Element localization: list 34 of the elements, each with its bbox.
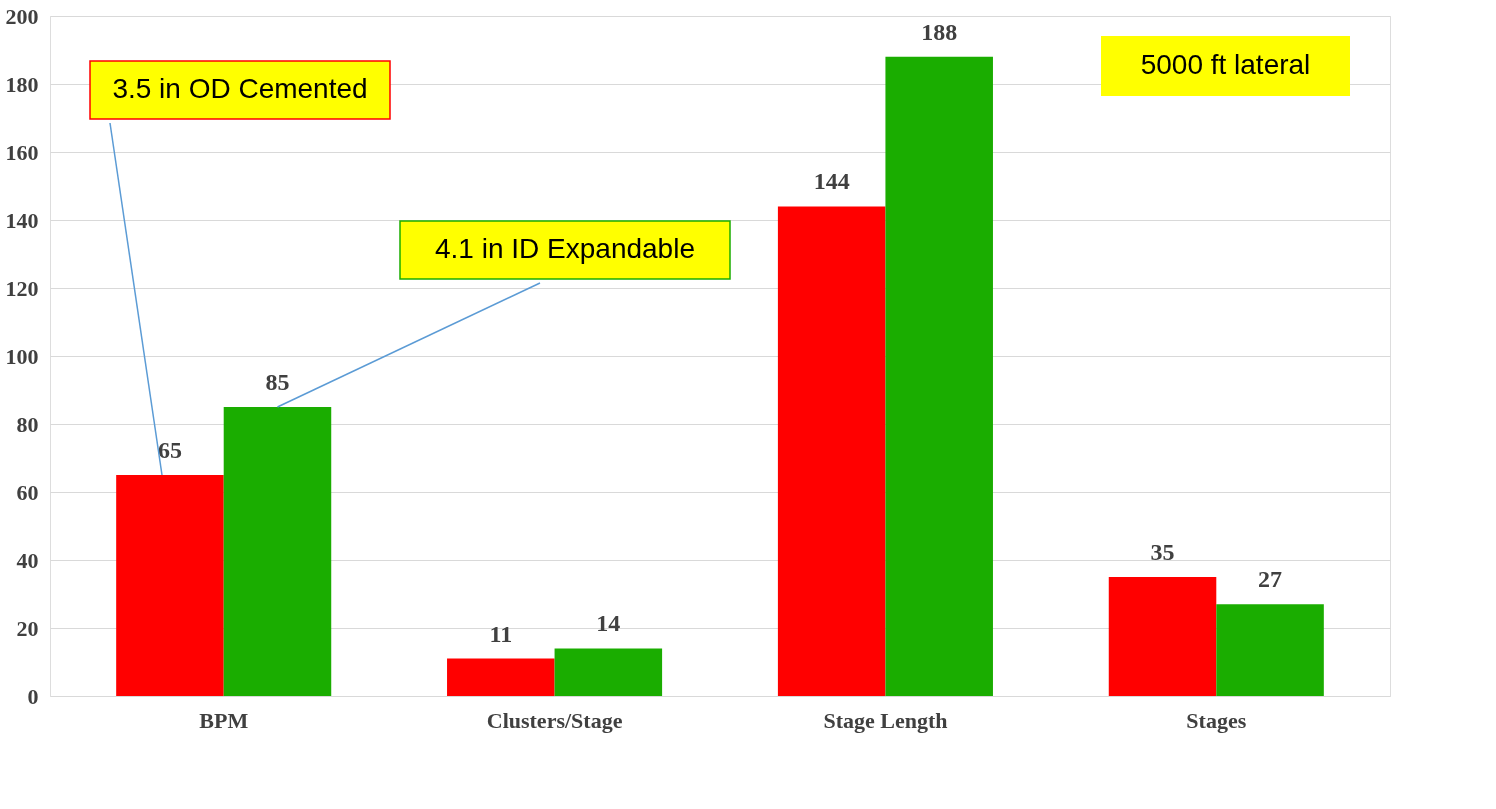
y-tick-label: 140 [5,207,39,233]
y-tick-label: 40 [16,547,39,573]
y-tick-label: 0 [27,683,39,709]
y-tick-label: 60 [16,479,39,505]
bar [447,658,555,696]
y-tick-label: 100 [5,343,39,369]
data-label: 35 [1150,539,1175,565]
y-tick-label: 200 [5,3,39,29]
data-label: 27 [1258,566,1283,593]
y-tick-label: 160 [5,139,39,165]
y-tick-label: 80 [16,411,39,437]
x-tick-label: Stage Length [823,707,948,733]
annotation: 5000 ft lateral [1140,49,1311,80]
data-label: 14 [596,610,621,637]
x-tick-label: Clusters/Stage [486,707,623,733]
bar [223,407,332,696]
data-label: 65 [157,437,182,463]
text: 3.5 in OD Cemented [112,73,368,104]
bar [116,475,224,696]
bar [1108,577,1217,696]
data-label: 11 [489,620,513,647]
y-tick-label: 180 [5,71,39,97]
y-tick-label: 120 [5,275,39,301]
x-tick-label: BPM [199,707,249,733]
bar [885,56,993,696]
y-tick-label: 20 [16,615,39,641]
data-label: 144 [813,168,850,195]
bar [1216,604,1324,696]
x-tick-label: Stages [1186,707,1247,733]
data-label: 188 [921,18,958,45]
data-label: 85 [265,369,290,395]
bar [777,206,886,696]
bar [554,648,663,696]
text: 4.1 in ID Expandable [435,233,695,264]
